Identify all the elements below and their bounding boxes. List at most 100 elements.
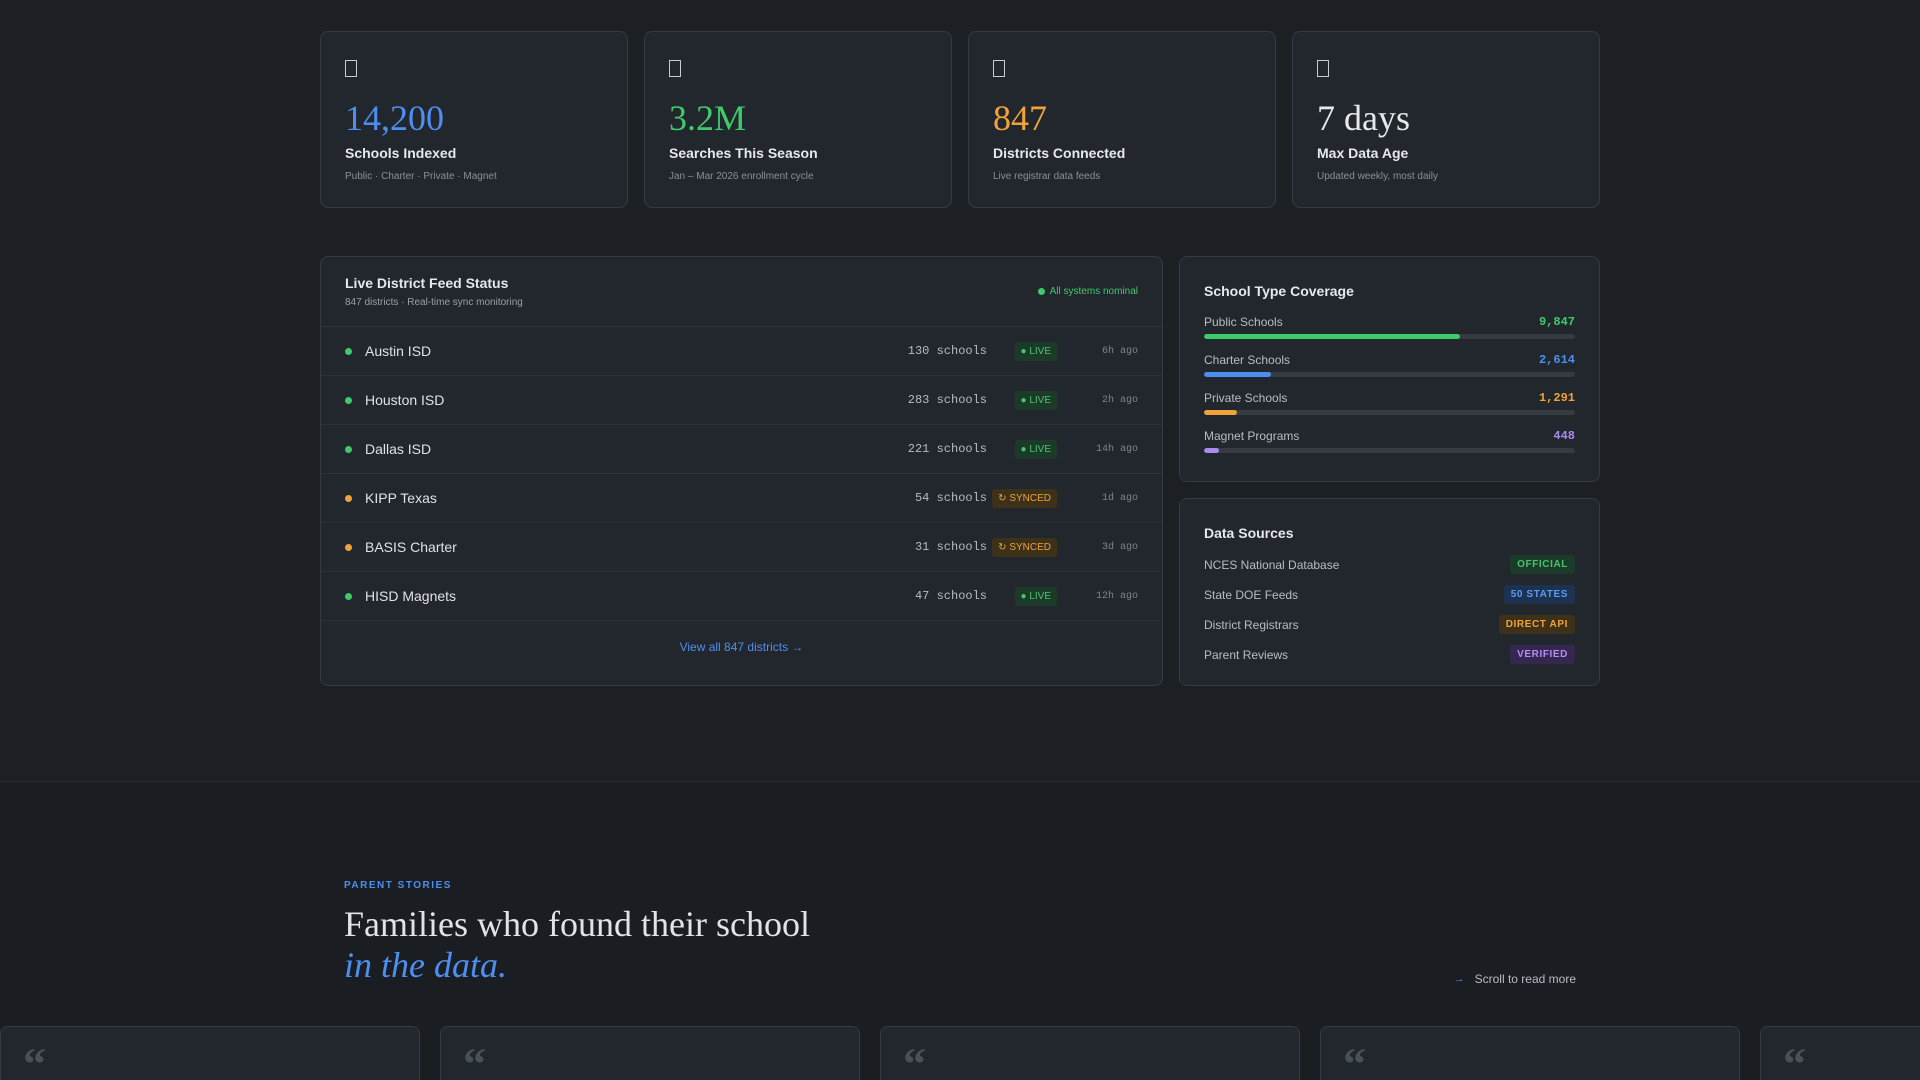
feed-subtitle: 847 districts · Real-time sync monitorin… [345, 297, 523, 308]
stat-value: 847 [993, 98, 1047, 138]
story-carousel: “ “ “ “ “ [0, 1026, 1920, 1080]
arrow-right-icon: → [1453, 973, 1465, 985]
feed-row[interactable]: BASIS Charter 31 schools ↻ SYNCED 3d ago [321, 523, 1162, 572]
data-source-badge: VERIFIED [1510, 645, 1575, 664]
system-status: All systems nominal [1037, 286, 1138, 297]
quote-icon: “ [903, 1038, 926, 1080]
view-all-districts-link[interactable]: View all 847 districts → [679, 640, 804, 654]
coverage-row-header: Private Schools 1,291 [1204, 391, 1575, 405]
coverage-value: 2,614 [1538, 353, 1575, 367]
data-source-row: District Registrars DIRECT API [1204, 615, 1575, 634]
district-name: BASIS Charter [365, 539, 457, 555]
data-source-row: NCES National Database OFFICIAL [1204, 555, 1575, 574]
coverage-bar-fill [1204, 372, 1271, 377]
coverage-row: Public Schools 9,847 [1204, 315, 1575, 339]
status-dot-icon [345, 396, 352, 404]
stat-card-data-age: 7 days Max Data Age Updated weekly, most… [1292, 31, 1600, 208]
sources-title: Data Sources [1204, 525, 1294, 541]
clock-icon [1317, 60, 1329, 77]
coverage-value: 9,847 [1538, 315, 1575, 329]
status-dot-icon [345, 494, 352, 502]
data-source-badge: OFFICIAL [1510, 555, 1575, 574]
status-badge: ● LIVE [1014, 341, 1057, 361]
data-source-row: State DOE Feeds 50 STATES [1204, 585, 1575, 604]
feed-row[interactable]: HISD Magnets 47 schools ● LIVE 12h ago [321, 572, 1162, 621]
data-source-label: State DOE Feeds [1204, 587, 1299, 602]
status-dot-icon [1037, 288, 1045, 295]
headline-line-2: in the data. [344, 945, 507, 985]
section-headline: Families who found their school in the d… [344, 904, 810, 986]
story-card[interactable]: “ [1760, 1026, 1920, 1080]
section-divider [0, 781, 1920, 782]
coverage-label: Charter Schools [1204, 353, 1291, 367]
data-source-row: Parent Reviews VERIFIED [1204, 645, 1575, 664]
stat-subtext: Updated weekly, most daily [1317, 171, 1438, 182]
coverage-label: Public Schools [1204, 315, 1283, 329]
district-name: KIPP Texas [365, 490, 437, 506]
scroll-hint[interactable]: → Scroll to read more [1454, 972, 1576, 986]
coverage-label: Magnet Programs [1204, 429, 1300, 443]
data-source-badge: 50 STATES [1503, 585, 1575, 604]
last-sync-time: 14h ago [1095, 443, 1138, 455]
status-badge: ↻ SYNCED [992, 537, 1057, 557]
coverage-panel: School Type Coverage Public Schools 9,847… [1179, 256, 1600, 482]
last-sync-time: 6h ago [1101, 345, 1138, 357]
stat-subtext: Live registrar data feeds [993, 171, 1101, 182]
story-card[interactable]: “ [880, 1026, 1300, 1080]
data-sources-panel: Data Sources NCES National Database OFFIC… [1179, 498, 1600, 686]
system-status-label: All systems nominal [1049, 286, 1138, 297]
coverage-row-header: Charter Schools 2,614 [1204, 353, 1575, 367]
status-dot-icon [345, 543, 352, 551]
district-name: Dallas ISD [365, 441, 432, 457]
last-sync-time: 1d ago [1101, 492, 1138, 504]
feed-row[interactable]: Dallas ISD 221 schools ● LIVE 14h ago [321, 425, 1162, 474]
scroll-hint-label: Scroll to read more [1474, 972, 1576, 986]
status-dot-icon [345, 347, 352, 355]
coverage-bar-track [1204, 334, 1575, 339]
stat-subtext: Jan – Mar 2026 enrollment cycle [669, 171, 814, 182]
coverage-row-header: Magnet Programs 448 [1204, 429, 1575, 443]
story-card[interactable]: “ [1320, 1026, 1740, 1080]
search-icon [669, 60, 681, 77]
school-count: 283 schools [907, 393, 987, 407]
district-name: HISD Magnets [365, 588, 457, 604]
story-card[interactable]: “ [0, 1026, 420, 1080]
stat-card-searches: 3.2M Searches This Season Jan – Mar 2026… [644, 31, 952, 208]
stat-label: Districts Connected [993, 145, 1126, 161]
status-badge: ● LIVE [1014, 390, 1057, 410]
coverage-value: 448 [1553, 429, 1575, 443]
feed-row[interactable]: KIPP Texas 54 schools ↻ SYNCED 1d ago [321, 474, 1162, 523]
coverage-row: Magnet Programs 448 [1204, 429, 1575, 453]
school-count: 221 schools [907, 442, 987, 456]
status-badge: ● LIVE [1014, 439, 1057, 459]
stat-label: Schools Indexed [345, 145, 457, 161]
link-icon [993, 60, 1005, 77]
coverage-value: 1,291 [1538, 391, 1575, 405]
quote-icon: “ [1343, 1038, 1366, 1080]
stat-value: 7 days [1317, 98, 1410, 138]
school-count: 54 schools [914, 491, 987, 505]
data-source-badge: DIRECT API [1498, 615, 1575, 634]
feed-row[interactable]: Austin ISD 130 schools ● LIVE 6h ago [321, 327, 1162, 376]
headline-line-1: Families who found their school [344, 904, 810, 944]
school-count: 31 schools [914, 540, 987, 554]
district-name: Houston ISD [365, 392, 445, 408]
coverage-row-header: Public Schools 9,847 [1204, 315, 1575, 329]
coverage-title: School Type Coverage [1204, 283, 1354, 299]
coverage-bar-track [1204, 410, 1575, 415]
coverage-row: Private Schools 1,291 [1204, 391, 1575, 415]
feed-row[interactable]: Houston ISD 283 schools ● LIVE 2h ago [321, 376, 1162, 425]
status-badge: ● LIVE [1014, 586, 1057, 606]
school-count: 47 schools [914, 589, 987, 603]
district-feed-panel: Live District Feed Status 847 districts … [320, 256, 1163, 686]
stats-row: 14,200 Schools Indexed Public · Charter … [320, 31, 1600, 208]
status-badge: ↻ SYNCED [992, 488, 1057, 508]
stat-value: 3.2M [669, 98, 747, 138]
story-card[interactable]: “ [440, 1026, 860, 1080]
status-dot-icon [345, 445, 352, 453]
stat-value: 14,200 [345, 98, 444, 138]
stat-card-schools: 14,200 Schools Indexed Public · Charter … [320, 31, 628, 208]
quote-icon: “ [23, 1038, 46, 1080]
status-dot-icon [345, 592, 352, 600]
coverage-label: Private Schools [1204, 391, 1288, 405]
